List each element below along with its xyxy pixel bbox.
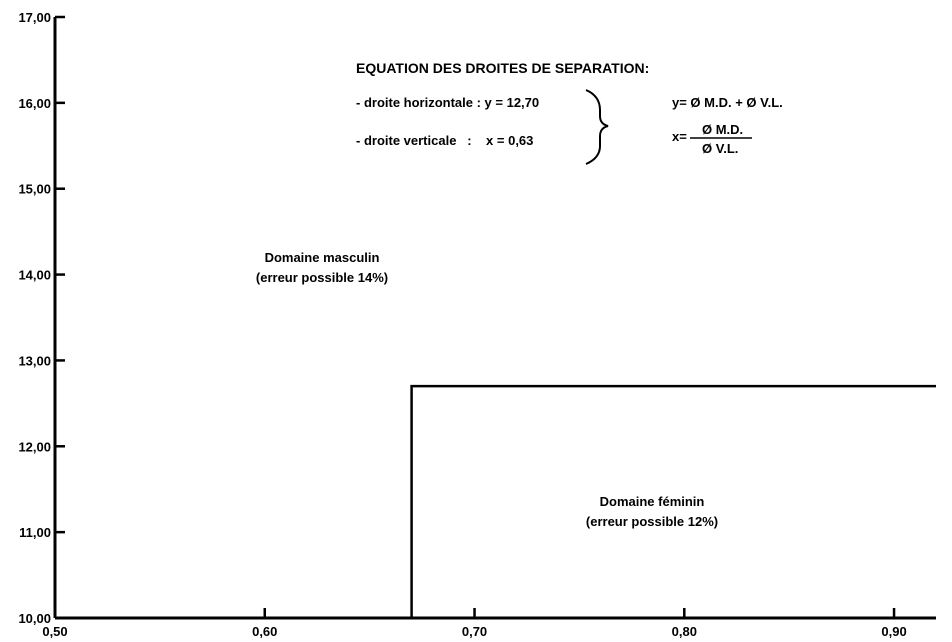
- y-tick-label: 15,00: [18, 182, 51, 197]
- y-formula: y= Ø M.D. + Ø V.L.: [672, 95, 783, 110]
- y-tick-label: 10,00: [18, 611, 51, 626]
- equation-horizontal: - droite horizontale : y = 12,70: [356, 95, 539, 110]
- masculin-error: (erreur possible 14%): [256, 270, 388, 285]
- y-tick-label: 13,00: [18, 353, 51, 368]
- y-tick-label: 14,00: [18, 268, 51, 283]
- y-tick-label: 12,00: [18, 439, 51, 454]
- equation-vertical: - droite verticale : x = 0,63: [356, 133, 533, 148]
- equation-brace: [585, 89, 609, 165]
- separation-boundary-line: [410, 384, 936, 618]
- y-tick-label: 11,00: [19, 525, 51, 540]
- y-tick-label: 16,00: [18, 96, 51, 111]
- x-formula-numerator: Ø M.D.: [702, 122, 743, 137]
- y-tick-label: 17,00: [18, 10, 51, 25]
- x-tick-label: 0,50: [42, 624, 67, 639]
- x-tick-label: 0,70: [462, 624, 487, 639]
- masculin-label: Domaine masculin: [265, 250, 380, 265]
- x-ticks: 0,50 0,60 0,70 0,80 0,90: [42, 608, 907, 639]
- series-layer: [410, 384, 936, 618]
- x-formula-prefix: x=: [672, 129, 687, 144]
- x-tick-label: 0,80: [672, 624, 697, 639]
- x-formula-denominator: Ø V.L.: [702, 141, 738, 156]
- y-ticks: 10,00 11,00 12,00 13,00 14,00 15,00 16,00 17,00: [18, 10, 65, 626]
- x-tick-label: 0,60: [252, 624, 277, 639]
- feminin-label: Domaine féminin: [600, 494, 705, 509]
- feminin-error: (erreur possible 12%): [586, 514, 718, 529]
- x-tick-label: 0,90: [881, 624, 906, 639]
- chart-title: EQUATION DES DROITES DE SEPARATION:: [356, 60, 649, 76]
